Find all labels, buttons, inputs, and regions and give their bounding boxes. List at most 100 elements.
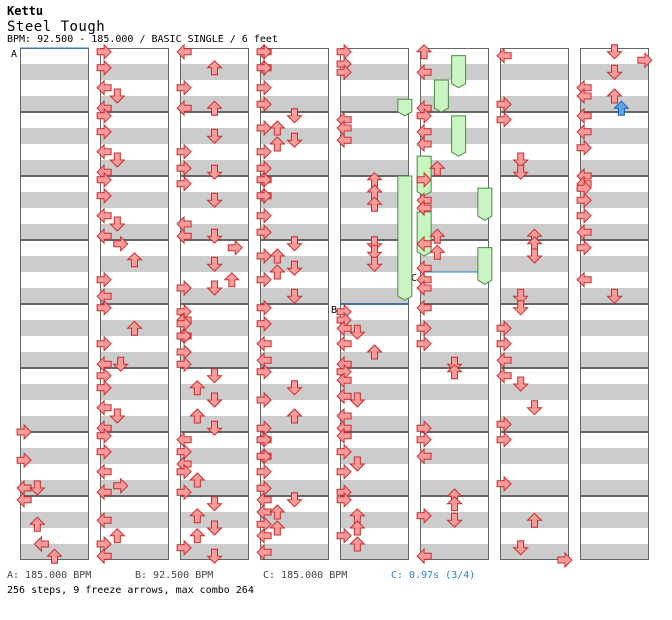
measure-box <box>580 368 649 432</box>
freeze-arrow <box>433 79 449 113</box>
beat-stripe <box>580 512 649 528</box>
chart-column-3 <box>180 48 249 560</box>
beat-stripe <box>500 192 569 208</box>
beat-stripe <box>260 192 329 208</box>
freeze-arrow <box>451 55 467 89</box>
beat-stripe <box>180 352 249 368</box>
beat-stripe <box>420 544 489 560</box>
beat-stripe <box>100 512 169 528</box>
beat-stripe <box>580 384 649 400</box>
beat-stripe <box>100 544 169 560</box>
beat-stripe <box>500 320 569 336</box>
chart-info: BPM: 92.500 - 185.000 / BASIC SINGLE / 6… <box>7 34 278 45</box>
marker-a: A <box>11 49 17 60</box>
beat-stripe <box>500 256 569 272</box>
beat-stripe <box>580 192 649 208</box>
beat-stripe <box>20 352 89 368</box>
measure-box <box>260 304 329 368</box>
beat-stripe <box>20 288 89 304</box>
beat-stripe <box>580 352 649 368</box>
chart-column-7 <box>500 48 569 560</box>
beat-stripe <box>20 320 89 336</box>
beat-stripe <box>20 224 89 240</box>
beat-stripe <box>340 224 409 240</box>
beat-stripe <box>20 384 89 400</box>
beat-stripe <box>420 416 489 432</box>
beat-stripe <box>420 480 489 496</box>
measure-box <box>500 496 569 560</box>
measure-box <box>500 48 569 112</box>
measure-box <box>580 432 649 496</box>
beat-stripe <box>20 416 89 432</box>
song-title: Steel Tough <box>7 19 106 35</box>
beat-stripe <box>420 448 489 464</box>
measure-box <box>580 176 649 240</box>
beat-stripe <box>500 352 569 368</box>
measure-box <box>100 48 169 112</box>
beat-stripe <box>340 416 409 432</box>
measure-box <box>420 48 489 112</box>
beat-stripe <box>100 64 169 80</box>
beat-stripe <box>340 544 409 560</box>
beat-stripe <box>340 480 409 496</box>
beat-stripe <box>500 448 569 464</box>
beat-stripe <box>260 416 329 432</box>
beat-stripe <box>20 512 89 528</box>
measure-box <box>340 48 409 112</box>
beat-stripe <box>340 160 409 176</box>
beat-stripe <box>100 448 169 464</box>
measure-box <box>580 496 649 560</box>
measure-box <box>100 240 169 304</box>
beat-stripe <box>420 256 489 272</box>
beat-stripe <box>420 192 489 208</box>
measure-box <box>100 432 169 496</box>
chart-column-1 <box>20 48 89 560</box>
beat-stripe <box>580 448 649 464</box>
stop-legend-c: C: 0.97s (3/4) <box>391 570 476 581</box>
beat-stripe <box>420 384 489 400</box>
beat-stripe <box>100 128 169 144</box>
beat-stripe <box>580 160 649 176</box>
beat-stripe <box>580 128 649 144</box>
beat-stripe <box>180 448 249 464</box>
beat-stripe <box>260 448 329 464</box>
measure-box <box>100 112 169 176</box>
chart-column-2 <box>100 48 169 560</box>
freeze-arrows <box>397 55 493 301</box>
freeze-arrow <box>397 175 413 301</box>
beat-stripe <box>100 288 169 304</box>
measure-box <box>580 304 649 368</box>
beat-stripe <box>20 96 89 112</box>
beat-stripe <box>260 224 329 240</box>
measure-box <box>500 368 569 432</box>
beat-stripe <box>580 544 649 560</box>
beat-stripe <box>340 64 409 80</box>
freeze-arrow <box>477 247 493 285</box>
measure-box <box>20 112 89 176</box>
beat-stripe <box>580 256 649 272</box>
measure-box <box>20 304 89 368</box>
beat-stripe <box>260 320 329 336</box>
beat-stripe <box>260 160 329 176</box>
freeze-arrow <box>477 187 493 221</box>
beat-stripe <box>20 160 89 176</box>
beat-stripe <box>580 416 649 432</box>
beat-stripe <box>260 544 329 560</box>
measure-box <box>500 304 569 368</box>
beat-stripe <box>340 288 409 304</box>
beat-stripe <box>340 512 409 528</box>
measure-box <box>500 112 569 176</box>
beat-stripe <box>20 256 89 272</box>
marker-c: C <box>411 273 417 284</box>
measure-box <box>500 432 569 496</box>
beat-stripe <box>20 192 89 208</box>
beat-stripe <box>500 384 569 400</box>
beat-stripe <box>100 192 169 208</box>
marker-b: B <box>331 305 337 316</box>
beat-stripe <box>580 224 649 240</box>
measure-box <box>100 368 169 432</box>
measure-box <box>20 368 89 432</box>
measure-box <box>20 432 89 496</box>
beat-stripe <box>20 128 89 144</box>
